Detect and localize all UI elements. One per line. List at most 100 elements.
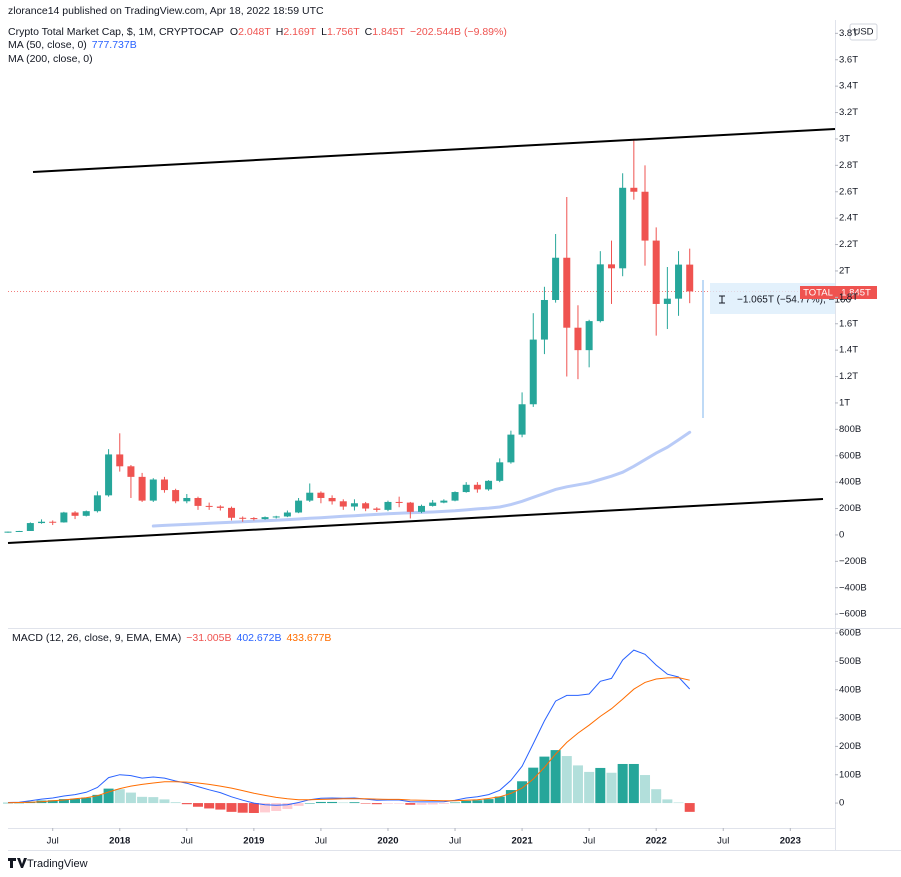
- candle-body: [172, 490, 180, 502]
- macd-histogram-bar: [304, 803, 315, 804]
- candle-body: [686, 264, 694, 292]
- candle-body: [652, 240, 660, 304]
- candle-body: [60, 512, 68, 523]
- macd-histogram-bar: [617, 763, 628, 804]
- macd-histogram-bar: [450, 802, 461, 804]
- candle-body: [105, 454, 113, 496]
- macd-y-tick-label: 300B: [839, 713, 861, 724]
- macd-histogram-bar: [673, 802, 684, 804]
- ohlc-change: −202.544B (−9.89%): [410, 26, 507, 38]
- candle-body: [239, 517, 247, 519]
- y-tick-label: 600B: [839, 450, 861, 461]
- macd-histogram-bar: [170, 802, 181, 804]
- macd-histogram-bar: [572, 765, 583, 804]
- price-tag-value-bg: [836, 286, 877, 299]
- macd-histogram-bar: [606, 772, 617, 804]
- ohlc-value: 2.169T: [283, 26, 316, 38]
- candle-body: [451, 492, 459, 501]
- x-tick-label: 2023: [780, 836, 801, 847]
- macd-histogram-bar: [338, 802, 349, 804]
- currency-label[interactable]: USD: [853, 27, 873, 38]
- candle-body: [306, 492, 314, 501]
- chart-header: Crypto Total Market Cap, $, 1M, CRYPTOCA…: [8, 26, 507, 38]
- candle-body: [250, 518, 258, 520]
- macd-legend: MACD (12, 26, close, 9, EMA, EMA) −31.005…: [12, 632, 331, 644]
- macd-histogram-bar: [528, 767, 539, 804]
- y-tick-label: 3.2T: [839, 107, 858, 118]
- candle-body: [574, 327, 582, 351]
- candle-body: [82, 511, 90, 516]
- candle-body: [116, 454, 124, 467]
- candle-body: [596, 264, 604, 322]
- y-tick-label: 800B: [839, 424, 861, 435]
- candle-body: [675, 264, 683, 299]
- trend-line-lower: [7, 498, 824, 544]
- candle-body: [563, 257, 571, 328]
- marks: [3, 138, 835, 813]
- candle-body: [216, 506, 224, 508]
- candle-body: [585, 321, 593, 351]
- macd-histogram-bar: [416, 803, 427, 805]
- macd-histogram-bar: [684, 803, 695, 812]
- y-tick-label: 0: [839, 529, 844, 540]
- ohlc-key: H: [276, 26, 284, 38]
- macd-histogram-bar: [640, 775, 651, 804]
- macd-hist-value: −31.005B: [186, 632, 231, 644]
- macd-histogram-bar: [137, 796, 148, 804]
- candle-body: [149, 479, 157, 501]
- footer-brand: TradingView: [27, 858, 88, 870]
- macd-histogram-bar: [248, 803, 259, 813]
- candle-body: [4, 531, 12, 533]
- x-tick-label: Jul: [583, 836, 595, 847]
- macd-histogram-bar: [405, 803, 416, 805]
- candle-body: [295, 500, 303, 513]
- currency-button[interactable]: [849, 23, 878, 41]
- ma-legend: MA (200, close, 0): [8, 53, 93, 65]
- macd-histogram-bar: [293, 803, 304, 806]
- macd-y-tick-label: 100B: [839, 769, 861, 780]
- macd-histogram-bar: [628, 763, 639, 804]
- candle-body: [552, 257, 560, 300]
- candle-body: [160, 479, 168, 491]
- candle-body: [518, 404, 526, 435]
- candle-body: [496, 462, 504, 481]
- measure-label: −1.065T (−54.77%), −106: [737, 295, 852, 306]
- candle-body: [529, 339, 537, 405]
- candle-body: [328, 497, 336, 502]
- ohlc-value: 1.845T: [372, 26, 405, 38]
- macd-line-value: 402.672B: [236, 632, 281, 644]
- macd-line-value: 433.677B: [286, 632, 331, 644]
- candle-body: [462, 484, 470, 493]
- macd-y-tick-label: 400B: [839, 684, 861, 695]
- macd-histogram-bar: [125, 792, 136, 804]
- ohlc-key: L: [321, 26, 327, 38]
- macd-histogram-bar: [382, 803, 393, 804]
- x-tick-label: Jul: [47, 836, 59, 847]
- candle-body: [540, 299, 548, 340]
- macd-histogram-bar: [472, 800, 483, 804]
- tradingview-logo: [8, 858, 27, 868]
- macd-histogram-bar: [271, 803, 282, 812]
- y-tick-label: −600B: [839, 609, 867, 620]
- y-tick-label: 400B: [839, 477, 861, 488]
- y-tick-label: 1.8T: [839, 292, 858, 303]
- macd-histogram-bar: [517, 781, 528, 804]
- candle-body: [93, 495, 101, 512]
- macd-name: MACD (12, 26, close, 9, EMA, EMA): [12, 632, 181, 644]
- macd-line: [7, 677, 690, 804]
- x-tick-label: Jul: [315, 836, 327, 847]
- candle-body: [15, 530, 23, 532]
- x-tick-label: 2018: [109, 836, 130, 847]
- macd-histogram-bar: [483, 799, 494, 804]
- x-tick-label: 2019: [243, 836, 264, 847]
- x-tick-label: 2022: [646, 836, 667, 847]
- trend-line-upper: [32, 128, 836, 173]
- macd-histogram-bar: [204, 803, 215, 809]
- macd-histogram-bar: [394, 803, 405, 804]
- chart-title: Crypto Total Market Cap, $, 1M, CRYPTOCA…: [8, 26, 224, 38]
- macd-histogram-bar: [505, 790, 516, 804]
- y-tick-label: 3T: [839, 133, 850, 144]
- macd-histogram-bar: [58, 799, 69, 804]
- candle-body: [49, 521, 57, 523]
